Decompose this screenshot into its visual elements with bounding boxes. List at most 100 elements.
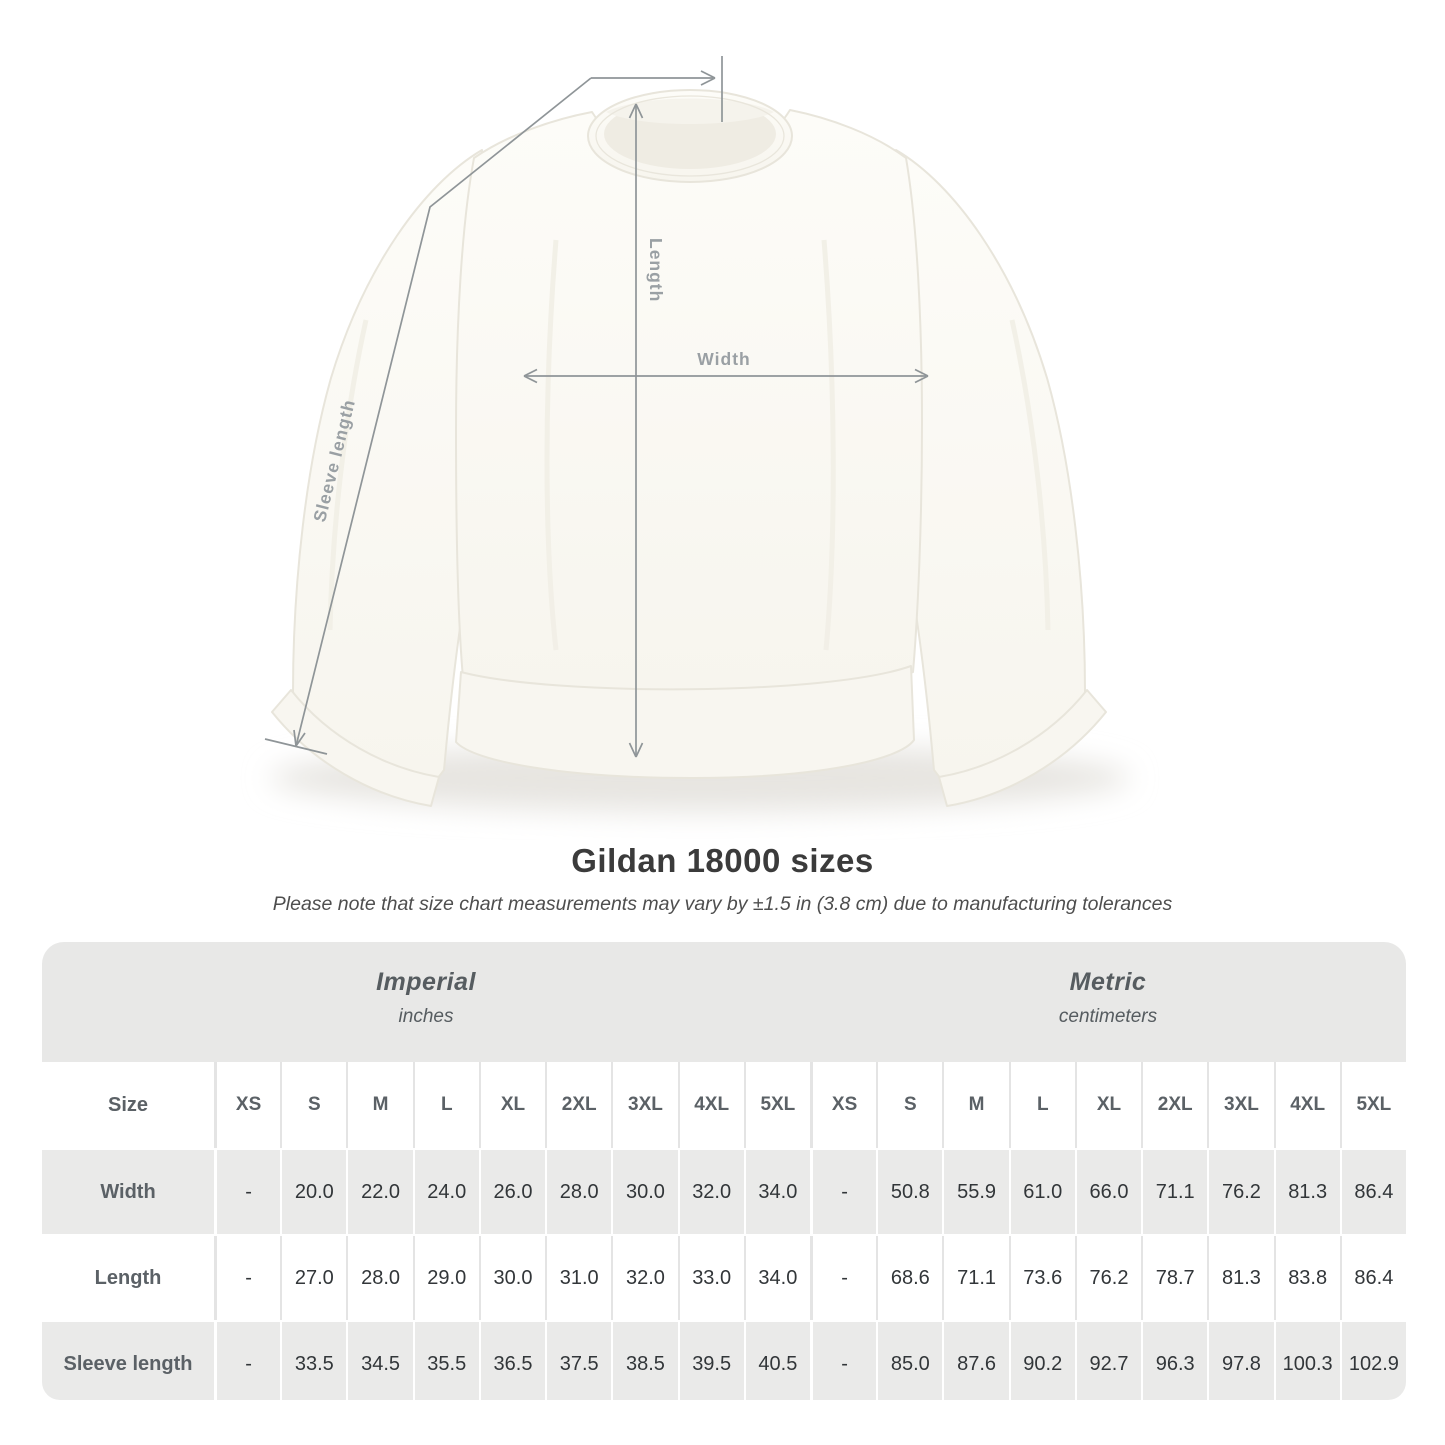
measurement-cell: 76.2 [1207, 1150, 1273, 1234]
measurement-cell: 37.5 [545, 1322, 611, 1400]
measurement-cell: 27.0 [280, 1236, 346, 1320]
left-cuff [271, 689, 440, 807]
measurement-cell: 26.0 [478, 1150, 545, 1234]
measurement-cell: 90.2 [1008, 1322, 1075, 1400]
size-col-header: XL [478, 1062, 545, 1148]
measurement-cell: 68.6 [876, 1236, 942, 1320]
hem-band [455, 665, 915, 779]
imperial-header: Imperial inches [42, 942, 810, 1062]
sleeve-arrowhead [293, 729, 306, 747]
measurement-cell: 61.0 [1008, 1150, 1075, 1234]
metric-header: Metric centimeters [810, 942, 1406, 1062]
measurement-cell: 83.8 [1273, 1236, 1340, 1320]
measurement-cell: 71.1 [1141, 1150, 1207, 1234]
width-right-arrowhead [914, 368, 929, 384]
size-col-header: 5XL [1339, 1062, 1406, 1148]
measurement-cell: 39.5 [677, 1322, 744, 1400]
measurement-cell: - [809, 1322, 876, 1400]
measurement-cell: 81.3 [1273, 1150, 1340, 1234]
page-title: Gildan 18000 sizes [571, 842, 874, 879]
size-col-header: L [412, 1062, 479, 1148]
measurement-cell: 20.0 [280, 1150, 346, 1234]
measurement-cell: 34.0 [743, 1150, 810, 1234]
length-top-arrowhead [628, 103, 644, 119]
row-label: Sleeve length [63, 1352, 193, 1375]
length-dimension-label: Length [646, 238, 666, 302]
measurement-cell: 33.5 [280, 1322, 346, 1400]
measurement-cell: 29.0 [412, 1236, 479, 1320]
imperial-title: Imperial [376, 968, 476, 996]
measurement-cell: 31.0 [545, 1236, 611, 1320]
measurement-cell: 28.0 [545, 1150, 611, 1234]
size-col-header: M [346, 1062, 412, 1148]
imperial-unit: inches [398, 1006, 454, 1027]
measurement-cell: 76.2 [1074, 1236, 1141, 1320]
measurement-cell: 102.9 [1339, 1322, 1406, 1400]
measurement-cell: 32.0 [677, 1150, 744, 1234]
measurement-cell: 36.5 [478, 1322, 545, 1400]
measurement-cell: 87.6 [942, 1322, 1008, 1400]
size-header-row: Size XS S M L XL 2XL 3XL 4XL 5XL XS S M … [42, 1062, 1406, 1148]
tolerance-note: Please note that size chart measurements… [272, 893, 1173, 915]
width-left-arrowhead [523, 368, 538, 384]
measurement-cell: 30.0 [478, 1236, 545, 1320]
measurement-cell: 92.7 [1074, 1322, 1141, 1400]
size-col-header: 4XL [1273, 1062, 1340, 1148]
size-col-header: S [280, 1062, 346, 1148]
measurement-cell: 97.8 [1207, 1322, 1273, 1400]
row-label: Width [100, 1180, 156, 1203]
fabric-folds [327, 239, 1051, 651]
right-sleeve [895, 149, 1086, 784]
left-sleeve [292, 149, 483, 784]
measurement-cell: 96.3 [1141, 1322, 1207, 1400]
length-bottom-arrowhead [628, 742, 644, 758]
size-table: Imperial inches Metric centimeters Size … [42, 942, 1406, 1400]
sleeve-end-tick [264, 738, 328, 755]
measurement-cell: 78.7 [1141, 1236, 1207, 1320]
measurement-cell: 71.1 [942, 1236, 1008, 1320]
measurement-cell: 66.0 [1074, 1150, 1141, 1234]
measurement-cell: 40.5 [743, 1322, 810, 1400]
table-row-length: Length - 27.0 28.0 29.0 30.0 31.0 32.0 3… [42, 1234, 1406, 1320]
sweatshirt-image [271, 89, 1107, 807]
measurement-cell: 86.4 [1339, 1236, 1406, 1320]
sweatshirt-measurement-diagram: Length Width Sleeve length [264, 56, 1130, 812]
size-col-header: M [942, 1062, 1008, 1148]
size-col-header: XS [214, 1062, 280, 1148]
unit-header-row: Imperial inches Metric centimeters [42, 942, 1406, 1062]
measurement-cell: 86.4 [1339, 1150, 1406, 1234]
width-dimension-label: Width [697, 349, 750, 369]
size-col-header: L [1008, 1062, 1075, 1148]
right-cuff [938, 689, 1107, 807]
metric-title: Metric [1069, 968, 1147, 996]
row-label: Length [94, 1266, 162, 1289]
measurement-cell: 85.0 [876, 1322, 942, 1400]
table-row-width: Width - 20.0 22.0 24.0 26.0 28.0 30.0 32… [42, 1148, 1406, 1234]
measurement-cell: 28.0 [346, 1236, 412, 1320]
size-col-header: 4XL [677, 1062, 744, 1148]
measurement-cell: 81.3 [1207, 1236, 1273, 1320]
measurement-cell: - [214, 1150, 280, 1234]
size-col-header: 3XL [611, 1062, 677, 1148]
size-col-header: S [876, 1062, 942, 1148]
size-col-header: 3XL [1207, 1062, 1273, 1148]
size-col-header: XS [809, 1062, 876, 1148]
measurement-cell: 55.9 [942, 1150, 1008, 1234]
size-column-label: Size [107, 1093, 149, 1116]
table-row-sleeve-length: Sleeve length - 33.5 34.5 35.5 36.5 37.5… [42, 1320, 1406, 1400]
measurement-cell: 30.0 [611, 1150, 677, 1234]
measurement-cell: 100.3 [1273, 1322, 1340, 1400]
measurement-cell: 33.0 [677, 1236, 744, 1320]
collar-seam [595, 95, 785, 177]
measurement-cell: - [214, 1236, 280, 1320]
measurement-cell: - [214, 1322, 280, 1400]
inside-back-neck [606, 98, 774, 124]
size-col-header: 2XL [545, 1062, 611, 1148]
measurement-cell: 35.5 [412, 1322, 479, 1400]
measurement-cell: - [809, 1150, 876, 1234]
measurement-cell: 32.0 [611, 1236, 677, 1320]
measurement-cell: 38.5 [611, 1322, 677, 1400]
size-col-header: XL [1074, 1062, 1141, 1148]
right-arrowhead [700, 70, 716, 86]
measurement-cell: 50.8 [876, 1150, 942, 1234]
